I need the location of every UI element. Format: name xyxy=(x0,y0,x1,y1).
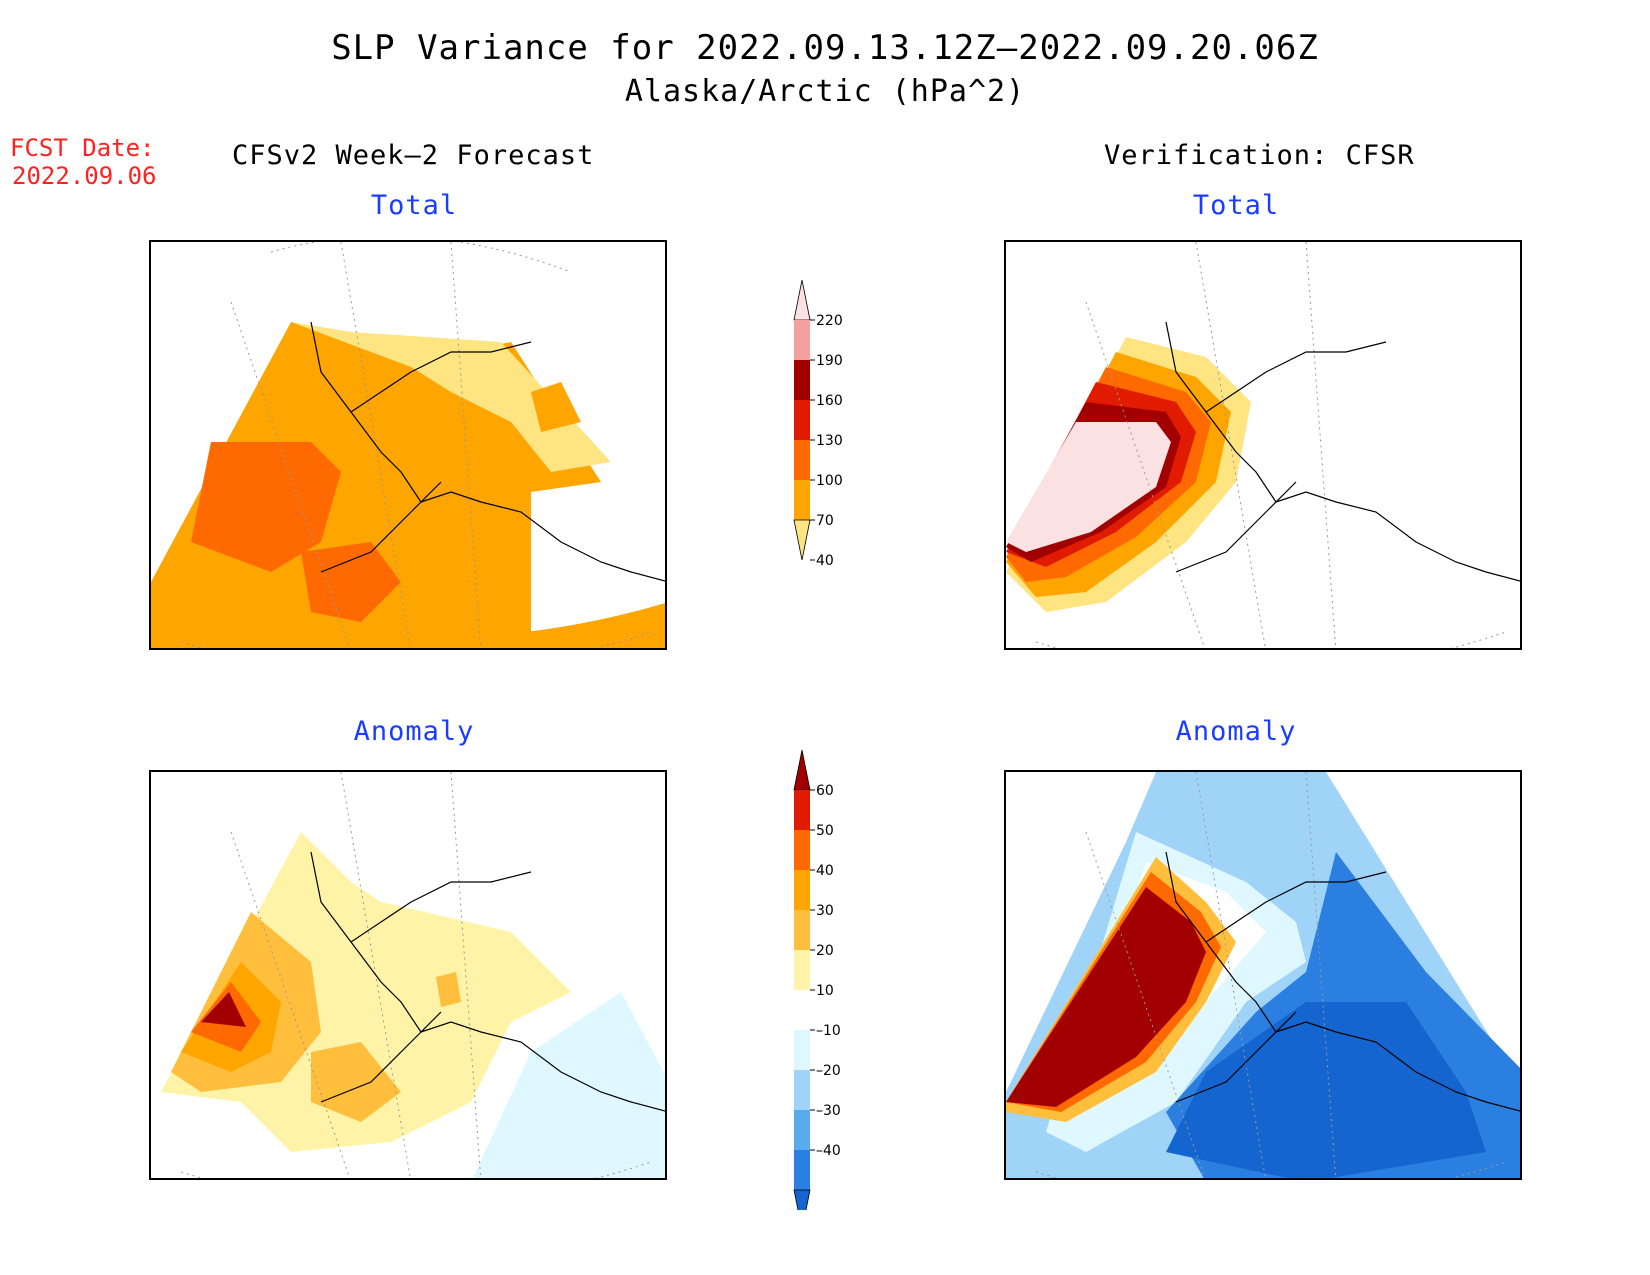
colorbar-label: 40 xyxy=(816,553,834,569)
colorbar-label: 10 xyxy=(816,983,834,999)
colorbar-swatch xyxy=(794,400,810,440)
colorbar-label: –40 xyxy=(816,1143,841,1159)
colorbar-swatch xyxy=(794,830,810,870)
graticule xyxy=(1035,772,1507,1178)
colorbar-label: 50 xyxy=(816,823,834,839)
colorbar-swatch xyxy=(794,480,810,520)
colorbar-label: 160 xyxy=(816,393,843,409)
graticule xyxy=(1035,242,1507,648)
total-colorbar: 220 190 160 130 100 70 40 xyxy=(793,280,843,569)
fcst-date-value: 2022.09.06 xyxy=(12,162,157,190)
forecast-column-header: CFSv2 Week–2 Forecast xyxy=(232,140,595,171)
colorbar-label: 20 xyxy=(816,943,834,959)
fcst-date-label: FCST Date: xyxy=(10,134,155,162)
colorbar-label: 100 xyxy=(816,473,843,489)
colorbar-swatch xyxy=(794,870,810,910)
colorbar-swatch xyxy=(794,950,810,990)
colorbar-label: –10 xyxy=(816,1023,841,1039)
verification-column-header: Verification: CFSR xyxy=(1104,140,1415,171)
colorbar-label: 60 xyxy=(816,783,834,799)
colorbar-swatch xyxy=(794,1150,810,1190)
colorbar-label: 190 xyxy=(816,353,843,369)
colorbar-swatch xyxy=(794,360,810,400)
colorbar-swatch xyxy=(794,790,810,830)
forecast-anomaly-map xyxy=(149,770,667,1180)
verification-total-map xyxy=(1004,240,1522,650)
contour-60-region xyxy=(1006,887,1206,1107)
verification-anomaly-map xyxy=(1004,770,1522,1180)
colorbars: 220 190 160 130 100 70 40 60 50 40 30 20 10 –10 –20 –3… xyxy=(793,280,843,1210)
colorbar-swatch xyxy=(793,749,811,791)
figure-title: SLP Variance for 2022.09.13.12Z–2022.09.… xyxy=(331,28,1319,68)
anomaly-colorbar: 60 50 40 30 20 10 –10 –20 –30 –40 xyxy=(793,749,841,1210)
colorbar-swatch xyxy=(794,1070,810,1110)
colorbar-swatch xyxy=(794,440,810,480)
colorbar-label: 130 xyxy=(816,433,843,449)
colorbar-swatch xyxy=(794,320,810,360)
colorbar-swatch xyxy=(794,1030,810,1070)
graticule xyxy=(180,772,652,1178)
verification-anomaly-title: Anomaly xyxy=(1175,716,1297,747)
colorbar-swatch xyxy=(794,910,810,950)
forecast-anomaly-title: Anomaly xyxy=(353,716,475,747)
colorbar-label: 220 xyxy=(816,313,843,329)
colorbar-swatch xyxy=(794,1110,810,1150)
colorbar-label: 70 xyxy=(816,513,834,529)
colorbar-swatch xyxy=(793,1189,811,1210)
verification-total-title: Total xyxy=(1192,190,1280,221)
colorbar-swatch xyxy=(793,519,811,561)
figure-subtitle: Alaska/Arctic (hPa^2) xyxy=(624,74,1026,109)
colorbar-swatch xyxy=(793,280,811,321)
graticule xyxy=(180,242,652,648)
colorbar-label: 30 xyxy=(816,903,834,919)
forecast-total-title: Total xyxy=(370,190,458,221)
colorbar-label: –30 xyxy=(816,1103,841,1119)
contour-220-region xyxy=(1006,422,1171,552)
colorbar-swatch xyxy=(794,990,810,1030)
colorbar-label: 40 xyxy=(816,863,834,879)
contour-100-region xyxy=(191,442,341,572)
forecast-total-map xyxy=(149,240,667,650)
colorbar-label: –20 xyxy=(816,1063,841,1079)
